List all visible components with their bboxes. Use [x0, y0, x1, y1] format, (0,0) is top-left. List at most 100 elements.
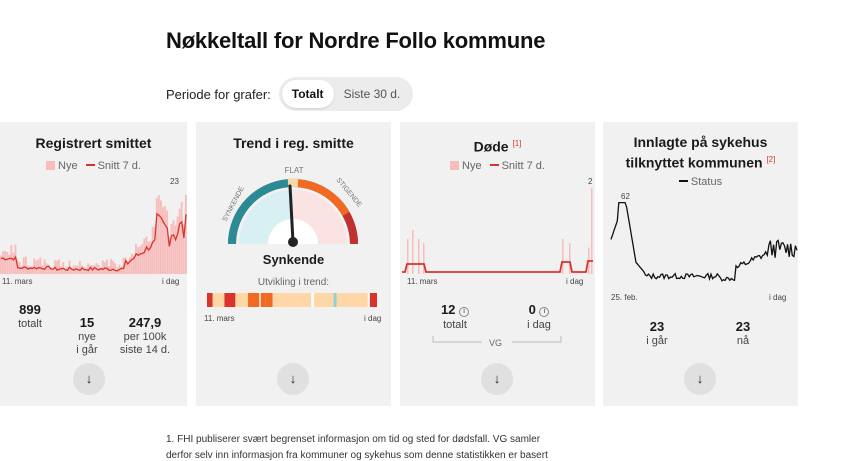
card-trend: Trend i reg. smitte FLAT SYNKENDE STIGEN…	[196, 122, 391, 406]
arrow-down-icon: ↓	[289, 371, 297, 386]
source-label: VG	[489, 338, 503, 348]
trend-segment	[261, 293, 266, 307]
chart-peak-label: 2	[588, 177, 593, 186]
gauge-arc-high	[342, 212, 358, 245]
trend-strip	[207, 293, 377, 307]
bar	[124, 257, 127, 274]
arrow-down-icon: ↓	[696, 371, 704, 386]
card-registered-title: Registrert smittet	[35, 135, 152, 151]
expand-registered-button[interactable]: ↓	[73, 363, 105, 395]
bar	[0, 255, 2, 274]
arrow-down-icon: ↓	[85, 371, 93, 386]
stat-new-yesterday: 15 nye i går	[70, 303, 104, 357]
trend-segment	[325, 293, 334, 307]
period-option-30d[interactable]: Siste 30 d.	[343, 87, 401, 101]
trend-segment	[224, 293, 236, 307]
bar	[43, 259, 46, 274]
chart-peak-label: 23	[170, 177, 179, 186]
period-toggle: Totalt Siste 30 d.	[278, 77, 414, 111]
period-selector: Periode for grafer: Totalt Siste 30 d.	[166, 77, 414, 111]
bar	[407, 238, 409, 274]
bar	[153, 226, 156, 274]
trend-segment	[311, 293, 315, 307]
bar	[137, 247, 140, 274]
stat-deaths-today-value: 0	[528, 302, 536, 317]
bar	[176, 216, 179, 274]
bar	[41, 265, 44, 274]
bar	[139, 246, 142, 274]
bar	[24, 256, 27, 274]
card-registered: Registrert smittet Nye Snitt 7 d. 23 11. …	[0, 122, 187, 406]
legend-new-swatch	[46, 161, 55, 170]
expand-hospital-button[interactable]: ↓	[684, 363, 716, 395]
stat-per-100k-label: per 100k siste 14 d.	[119, 331, 171, 356]
trend-segment	[207, 293, 213, 307]
footnote-ref-1[interactable]: [1]	[512, 139, 522, 148]
bar	[81, 265, 83, 274]
period-option-total[interactable]: Totalt	[281, 80, 334, 108]
gauge-needle	[288, 184, 295, 244]
info-icon[interactable]: i	[459, 307, 470, 317]
bar	[58, 259, 61, 274]
bar	[112, 260, 115, 274]
bar	[89, 265, 92, 274]
axis-end-label: i dag	[769, 293, 787, 302]
stat-hospital-now: 23 nå	[723, 320, 763, 348]
bar	[6, 251, 9, 274]
info-icon[interactable]: i	[539, 307, 550, 317]
bar	[423, 243, 425, 274]
stat-per-100k-value: 247,9	[128, 315, 162, 330]
card-deaths-legend: Nye Snitt 7 d.	[400, 160, 595, 172]
bar	[12, 252, 15, 274]
bar	[56, 260, 58, 274]
average-line	[402, 260, 593, 273]
average-line	[0, 212, 187, 272]
trend-segment	[279, 293, 289, 307]
bar	[60, 266, 63, 274]
footnote-ref-2[interactable]: [2]	[766, 155, 776, 164]
trend-segment	[333, 293, 337, 307]
trend-segment	[304, 293, 312, 307]
bar	[10, 244, 13, 274]
bar	[174, 225, 177, 274]
trend-segment	[243, 293, 249, 307]
bar	[22, 257, 25, 274]
stat-hospital-yesterday-label: i går	[646, 335, 668, 347]
hospital-chart	[610, 201, 798, 282]
card-deaths: Døde [1] Nye Snitt 7 d. 2 11. mars i dag …	[400, 122, 595, 406]
bar	[122, 257, 125, 274]
bar	[110, 259, 112, 274]
trend-segment	[240, 293, 244, 307]
card-deaths-title: Døde [1]	[400, 135, 595, 156]
bar	[39, 257, 42, 274]
card-hospital-title: Innlagte på sykehus tilknyttet kommunen …	[603, 134, 798, 172]
bar	[184, 194, 187, 274]
expand-deaths-button[interactable]: ↓	[481, 363, 513, 395]
bar	[569, 243, 571, 274]
bar	[87, 263, 90, 274]
trend-segment	[367, 293, 370, 307]
bar	[114, 263, 117, 274]
legend-new-label: Nye	[462, 160, 482, 172]
bar	[49, 267, 52, 274]
trend-development-label: Utvikling i trend:	[257, 277, 330, 288]
legend-status-label: Status	[690, 176, 723, 188]
chart-peak-label: 62	[621, 192, 630, 201]
bar	[101, 260, 104, 274]
stat-total-label: totalt	[18, 318, 42, 330]
footnote: 1. FHI publiserer svært begrenset inform…	[166, 432, 626, 461]
bar	[562, 238, 564, 274]
axis-end-label: i dag	[162, 277, 180, 286]
gauge-label-flat: FLAT	[285, 166, 304, 175]
expand-trend-button[interactable]: ↓	[277, 363, 309, 395]
deaths-chart	[402, 187, 593, 274]
bar	[170, 224, 173, 274]
stat-deaths-total: 12 i totalt	[430, 303, 480, 332]
bar	[2, 251, 4, 274]
bar	[157, 195, 160, 274]
bar	[151, 226, 154, 274]
bar	[45, 263, 48, 274]
bar	[78, 261, 81, 274]
bar	[99, 267, 102, 274]
